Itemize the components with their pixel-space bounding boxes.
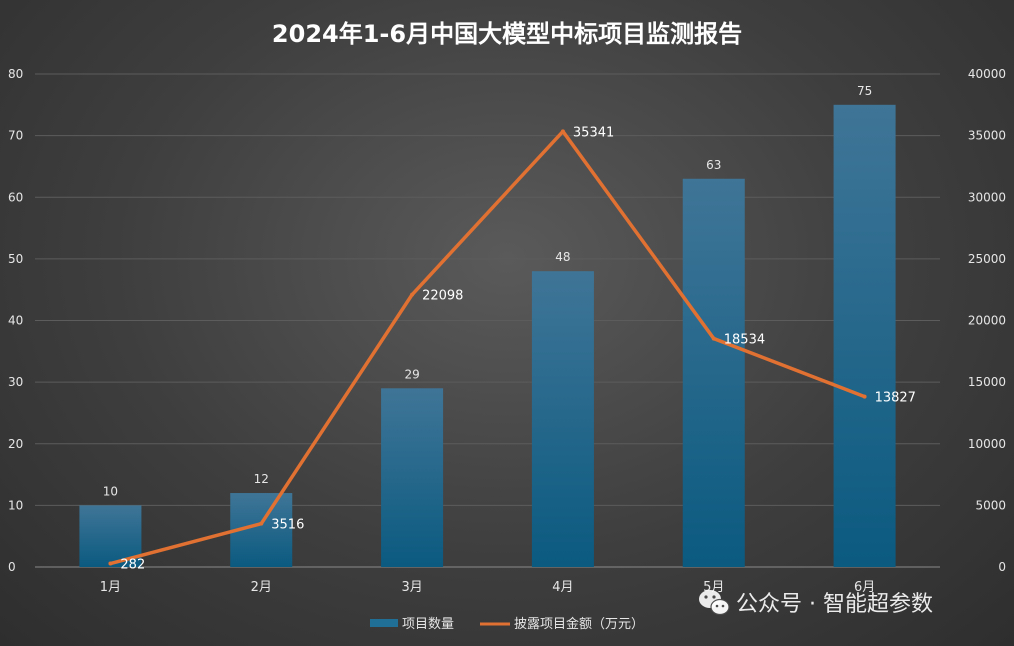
legend-label: 项目数量 xyxy=(402,617,454,632)
legend-swatch-bar xyxy=(370,619,398,627)
right-axis: 0 5000 10000 15000 20000 25000 30000 35000 40000 xyxy=(968,67,1006,574)
line-data-label: 3516 xyxy=(271,518,304,533)
left-tick-label: 20 xyxy=(8,437,23,451)
line-point xyxy=(410,292,415,297)
bar xyxy=(682,178,745,567)
line-data-label: 35341 xyxy=(573,125,614,140)
line-point xyxy=(711,336,716,341)
right-tick-label: 20000 xyxy=(968,314,1006,328)
line-point xyxy=(259,521,264,526)
right-tick-label: 30000 xyxy=(968,190,1006,204)
left-tick-label: 30 xyxy=(8,375,23,389)
line-path xyxy=(108,129,867,566)
line-data-label: 282 xyxy=(120,558,145,573)
right-tick-label: 5000 xyxy=(975,498,1006,512)
bar xyxy=(381,388,444,567)
left-tick-label: 80 xyxy=(8,67,23,81)
left-tick-label: 60 xyxy=(8,190,23,204)
category-label: 6月 xyxy=(854,580,875,595)
line-series: 282 3516 22098 35341 18534 13827 xyxy=(108,125,916,573)
right-tick-label: 40000 xyxy=(968,67,1006,81)
line-data-label: 18534 xyxy=(724,333,765,348)
left-tick-label: 50 xyxy=(8,252,23,266)
line-point xyxy=(862,394,867,399)
right-tick-label: 25000 xyxy=(968,252,1006,266)
category-label: 2月 xyxy=(251,580,272,595)
bar-data-label: 12 xyxy=(254,472,269,486)
line-point xyxy=(560,129,565,134)
bar-data-label: 75 xyxy=(857,84,872,98)
right-tick-label: 15000 xyxy=(968,375,1006,389)
line-data-label: 13827 xyxy=(875,391,916,406)
bar xyxy=(531,271,594,567)
grid-lines xyxy=(35,73,940,568)
category-label: 3月 xyxy=(401,580,422,595)
left-axis: 0 10 20 30 40 50 60 70 80 xyxy=(8,67,23,574)
left-tick-label: 70 xyxy=(8,129,23,143)
line-data-label: 22098 xyxy=(422,289,463,304)
line-point xyxy=(108,561,113,566)
bar-data-label: 63 xyxy=(706,158,721,172)
bar-data-label: 48 xyxy=(555,250,570,264)
left-tick-label: 40 xyxy=(8,314,23,328)
bar-data-label: 10 xyxy=(103,484,118,498)
right-tick-label: 35000 xyxy=(968,129,1006,143)
bar-series: 10 12 29 48 63 75 xyxy=(79,84,896,567)
category-label: 4月 xyxy=(552,580,573,595)
legend: 项目数量 披露项目金额（万元） xyxy=(370,616,644,632)
category-label: 1月 xyxy=(100,580,121,595)
right-tick-label: 10000 xyxy=(968,437,1006,451)
wechat-icon xyxy=(699,590,730,616)
bar xyxy=(833,104,896,567)
legend-label: 披露项目金额（万元） xyxy=(514,616,644,632)
left-tick-label: 10 xyxy=(8,498,23,512)
left-tick-label: 0 xyxy=(8,560,16,574)
watermark: 公众号 · 智能超参数 xyxy=(699,590,933,617)
right-tick-label: 0 xyxy=(998,560,1006,574)
chart-title: 2024年1-6月中国大模型中标项目监测报告 xyxy=(271,20,743,48)
bar-data-label: 29 xyxy=(404,367,419,381)
watermark-text: 公众号 · 智能超参数 xyxy=(736,592,933,617)
